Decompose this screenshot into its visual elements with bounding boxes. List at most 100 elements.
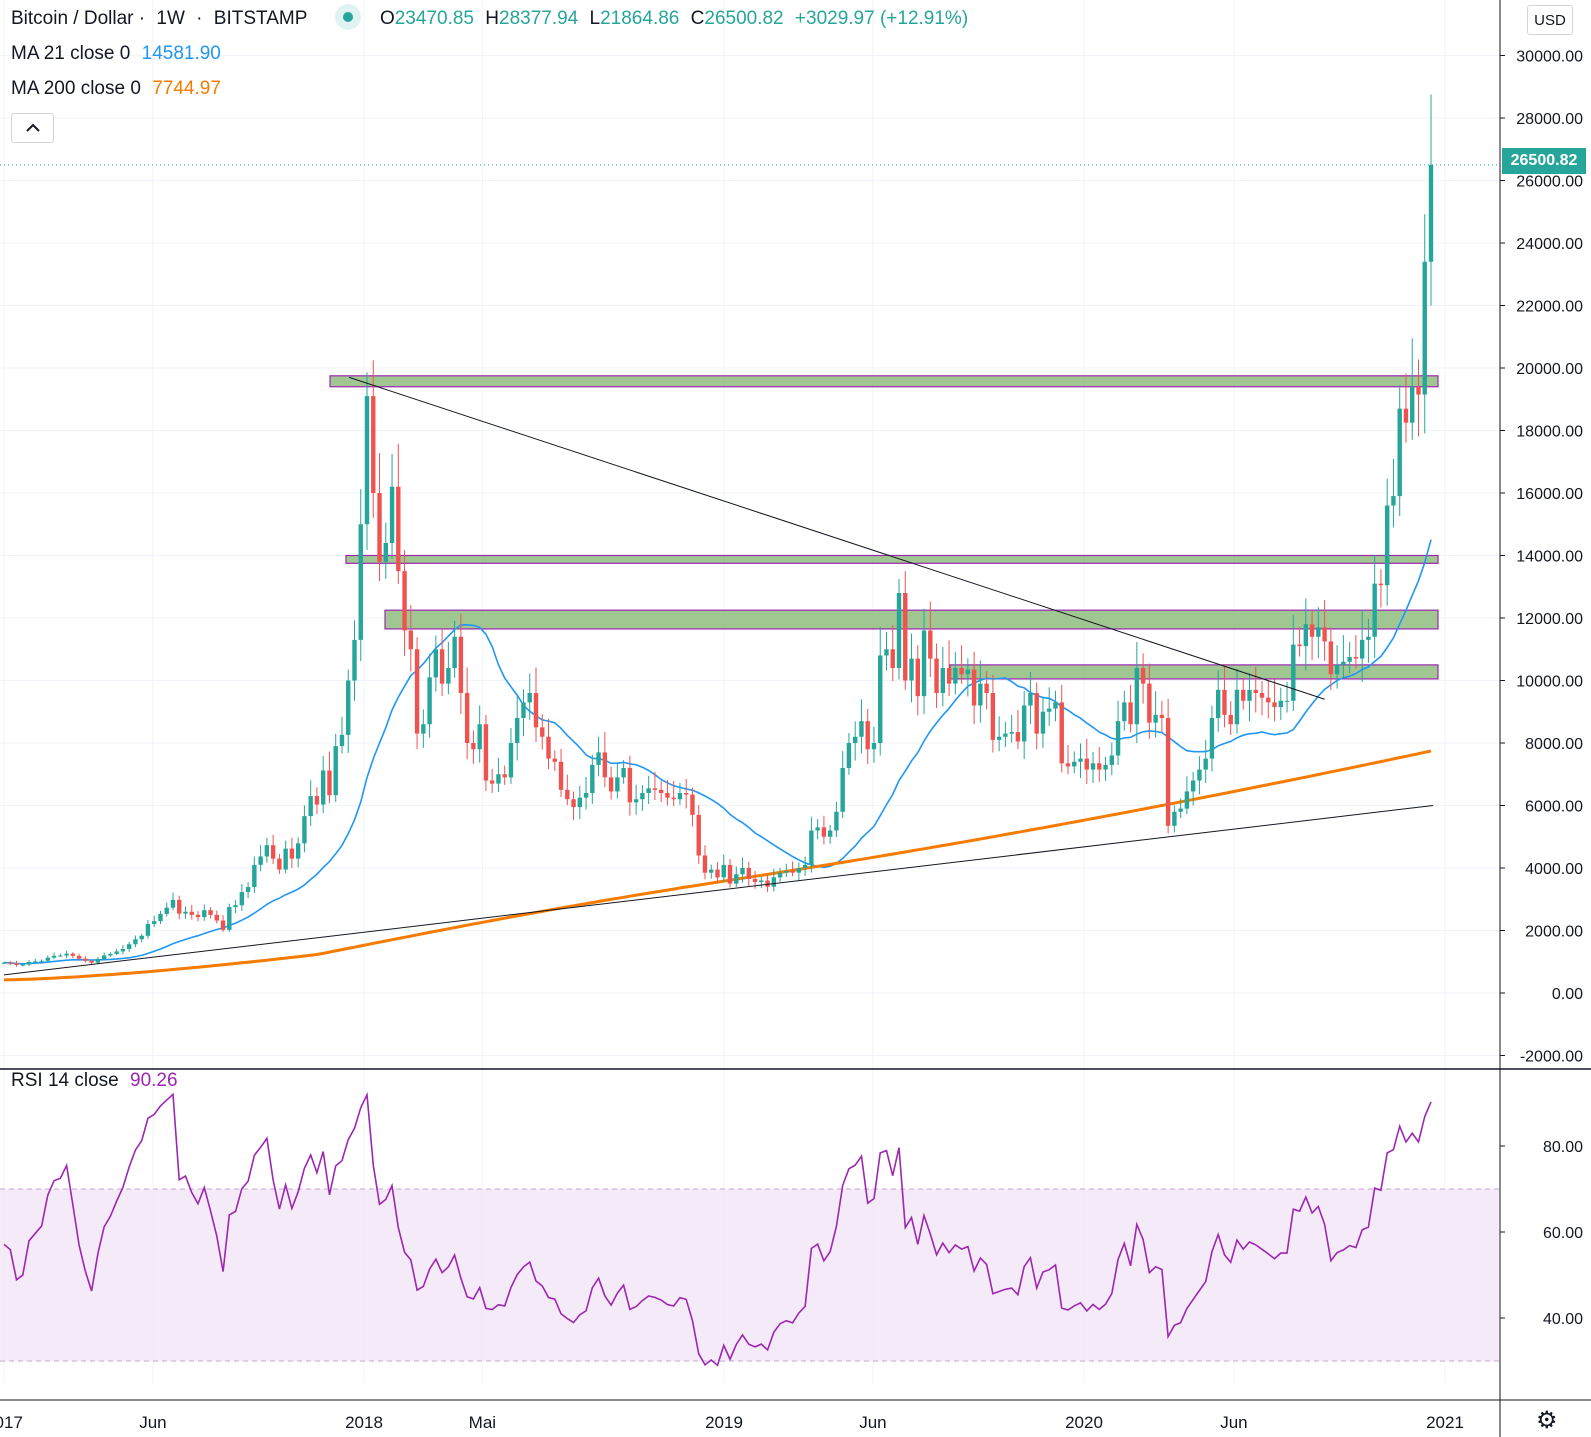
candle-body (1097, 763, 1102, 770)
candle-body (189, 911, 194, 915)
rsi-legend[interactable]: RSI 14 close 90.26 (11, 1070, 184, 1092)
candle-body (1078, 758, 1083, 762)
y-tick-label: 0.00 (1552, 986, 1583, 1003)
candle-body (1241, 689, 1246, 701)
candle-body (765, 880, 770, 887)
candle-body (1122, 702, 1127, 722)
candle-body (195, 914, 201, 918)
gear-icon[interactable]: ⚙ (1536, 1407, 1558, 1434)
candle-body (1128, 702, 1133, 725)
candle-body (1359, 639, 1365, 659)
y-tick-label: 4000.00 (1525, 861, 1583, 878)
trend-line (3, 805, 1434, 976)
candle-body (608, 777, 614, 792)
candle-body (421, 724, 426, 734)
candle-body (834, 811, 839, 831)
candle-body (396, 486, 401, 572)
ma200-legend[interactable]: MA 200 close 0 7744.97 (11, 78, 227, 100)
candle-body (270, 845, 276, 859)
chevron-up-icon (25, 123, 40, 132)
candle-body (971, 669, 977, 706)
ma21-legend[interactable]: MA 21 close 0 14581.90 (11, 43, 227, 65)
candle-body (433, 649, 439, 678)
candle-body (1072, 761, 1077, 767)
candle-body (1034, 693, 1039, 734)
y-tick-label: 24000.00 (1516, 236, 1583, 253)
candle-body (1209, 718, 1215, 759)
candle-body (890, 649, 895, 668)
candle-body (784, 871, 789, 873)
candle-body (95, 958, 101, 963)
candle-body (759, 880, 764, 883)
market-status-icon[interactable] (334, 4, 361, 30)
candle-body (364, 396, 370, 525)
candle-body (8, 962, 13, 964)
collapse-legend-button[interactable] (11, 113, 54, 143)
candle-body (571, 799, 576, 808)
candle-body (320, 770, 326, 805)
candle-body (83, 958, 88, 961)
candle-body (239, 892, 245, 906)
candle-body (1153, 714, 1158, 723)
candle-body (383, 543, 388, 562)
candle-body (1253, 689, 1258, 693)
candle-body (133, 939, 138, 945)
trend-line (349, 376, 1325, 700)
candle-body (108, 953, 113, 956)
candle-body (346, 680, 351, 735)
candle-body (14, 963, 19, 965)
candle-body (696, 814, 701, 856)
candle-body (852, 736, 858, 743)
candle-body (258, 856, 263, 865)
candle-body (208, 910, 213, 915)
candle-body (39, 960, 44, 962)
exchange: BITSTAMP (213, 8, 308, 30)
ohlc-values: O23470.85 H28377.94 L21864.86 C26500.82 … (379, 8, 969, 30)
candle-body (158, 913, 163, 922)
candle-body (314, 796, 320, 805)
candle-body (921, 630, 927, 697)
candle-body (377, 493, 382, 562)
candle-body (1284, 700, 1290, 702)
candle-body (596, 752, 601, 765)
candle-body (471, 743, 476, 750)
candle-body (33, 961, 38, 963)
candle-body (164, 907, 169, 914)
candle-body (20, 964, 25, 966)
rsi-label: RSI 14 close (11, 1070, 119, 1091)
candle-body (264, 845, 270, 857)
candle-body (439, 649, 445, 684)
candle-body (1222, 689, 1227, 715)
candle-body (527, 693, 532, 703)
candle-body (51, 955, 57, 958)
candle-body (1341, 661, 1346, 665)
separator: · (138, 8, 146, 30)
candle-body (565, 789, 570, 800)
candle-body (746, 868, 751, 879)
last-price-tag: 26500.82 (1502, 148, 1586, 174)
candle-body (802, 864, 808, 868)
candle-body (1197, 769, 1202, 781)
candle-body (715, 869, 720, 878)
x-tick-label: 2018 (345, 1413, 383, 1432)
candle-body (1047, 708, 1052, 712)
candle-body (139, 935, 144, 940)
candle-body (946, 668, 952, 684)
ma200-value: 7744.97 (152, 78, 221, 99)
price-zone (329, 375, 1439, 388)
candle-body (45, 957, 51, 961)
candle-body (1416, 386, 1421, 395)
candle-body (496, 774, 501, 784)
candle-body (677, 793, 683, 800)
candle-body (227, 907, 232, 930)
symbol-legend: Bitcoin / Dollar · 1W · BITSTAMP O23470.… (11, 4, 980, 32)
ma21-label: MA 21 close 0 (11, 43, 131, 64)
candle-body (452, 636, 457, 668)
candle-body (1278, 700, 1283, 708)
candle-body (1384, 505, 1390, 586)
currency-button[interactable]: USD (1527, 5, 1573, 35)
x-tick-label: 2017 (0, 1413, 23, 1432)
ma200-label: MA 200 close 0 (11, 78, 141, 99)
